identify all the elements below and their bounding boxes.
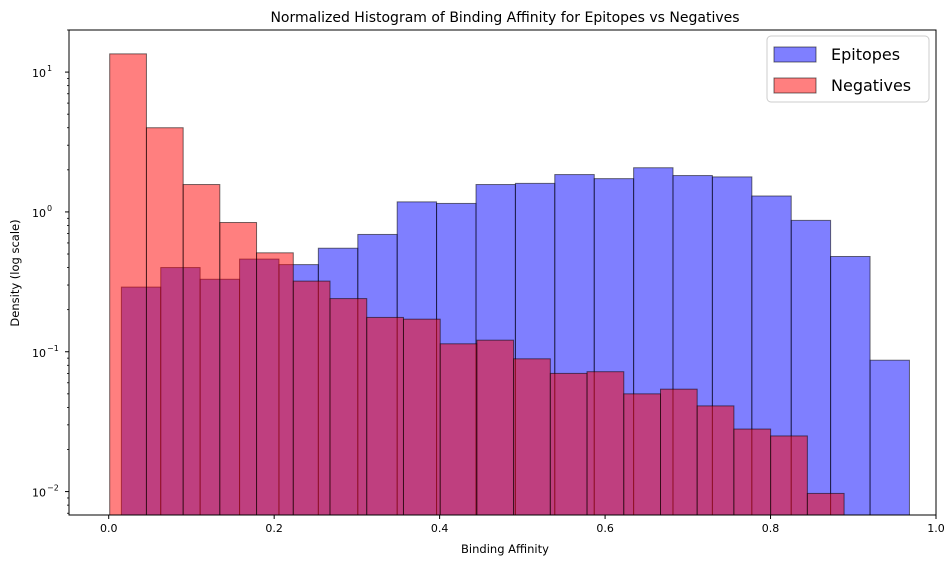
x-tick-label: 0.2	[265, 522, 283, 535]
negatives-bar-7	[366, 316, 404, 516]
bars-layer	[109, 53, 910, 516]
x-tick-label: 1.0	[927, 522, 945, 535]
negatives-bar-14	[623, 393, 662, 516]
negatives-bar-10	[476, 339, 515, 516]
legend-label-epitopes: Epitopes	[831, 45, 900, 64]
negatives-bar-0	[109, 53, 147, 516]
negatives-bar-15	[660, 388, 698, 516]
epitopes-bar-19	[869, 359, 910, 516]
negatives-bar-6	[329, 298, 368, 516]
plot-frame	[68, 29, 937, 516]
negatives-bar-3	[219, 222, 258, 516]
legend: Epitopes Negatives	[766, 35, 930, 103]
y-tick-label: 10	[32, 67, 46, 80]
negatives-bar-8	[402, 318, 441, 516]
negatives-bar-19	[806, 492, 845, 516]
negatives-bar-2	[182, 184, 221, 516]
negatives-bar-4	[256, 252, 294, 516]
negatives-bar-13	[586, 371, 625, 516]
negatives-bar-5	[292, 280, 331, 516]
negatives-bar-11	[513, 358, 551, 516]
legend-swatch-negatives	[773, 77, 817, 94]
negatives-bar-16	[696, 405, 735, 516]
x-tick-label: 0.8	[762, 522, 780, 535]
chart-title: Normalized Histogram of Binding Affinity…	[270, 10, 739, 26]
y-tick-label: 10	[32, 347, 46, 360]
x-tick-label: 0.0	[100, 522, 118, 535]
x-tick-label: 0.4	[431, 522, 449, 535]
y-tick-exponent: −1	[47, 344, 59, 353]
y-tick-exponent: 1	[47, 64, 52, 73]
negatives-bar-17	[733, 428, 772, 516]
y-tick-exponent: 0	[47, 204, 52, 213]
negatives-bar-9	[439, 343, 478, 516]
legend-label-negatives: Negatives	[831, 76, 911, 95]
x-axis: 0.0 0.2 0.4 0.6 0.8 1.0	[100, 515, 945, 535]
legend-swatch-epitopes	[773, 46, 817, 63]
negatives-bar-1	[145, 127, 184, 516]
x-axis-label: Binding Affinity	[461, 542, 549, 556]
x-tick-label: 0.6	[596, 522, 614, 535]
y-tick-exponent: −2	[47, 484, 59, 493]
negatives-bar-12	[549, 372, 588, 516]
negatives-bar-18	[770, 435, 808, 516]
y-tick-label: 10	[32, 207, 46, 220]
y-axis-label: Density (log scale)	[8, 219, 22, 326]
epitopes-bar-18	[830, 255, 871, 516]
y-tick-label: 10	[32, 487, 46, 500]
